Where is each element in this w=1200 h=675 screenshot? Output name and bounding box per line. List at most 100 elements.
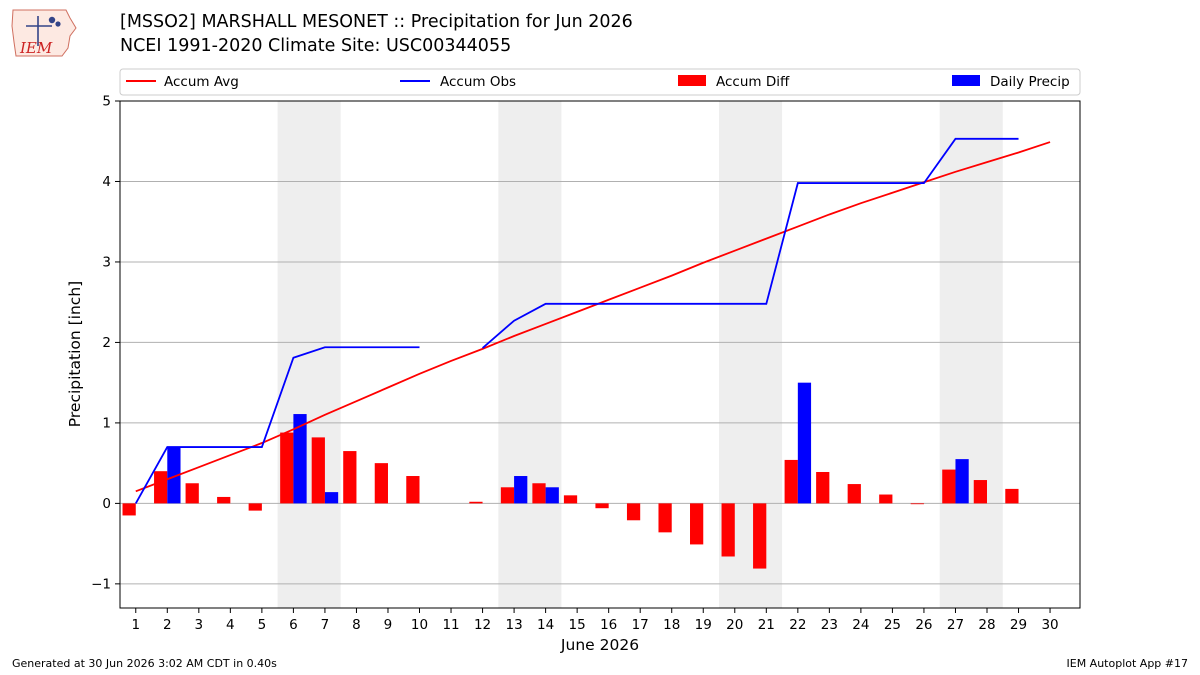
- x-tick-label: 2: [163, 617, 172, 633]
- bar-accum-diff: [658, 503, 672, 533]
- x-tick-label: 11: [442, 617, 459, 633]
- bar-accum-diff: [1005, 488, 1019, 504]
- x-tick-label: 17: [632, 617, 649, 633]
- x-tick-label: 26: [915, 617, 932, 633]
- x-tick-label: 18: [663, 617, 680, 633]
- bar-accum-diff: [469, 501, 483, 504]
- bar-accum-diff: [563, 495, 578, 504]
- x-tick-label: 24: [852, 617, 869, 633]
- bars: [122, 382, 1019, 569]
- bar-daily-precip: [324, 492, 339, 504]
- logo-text: IEM: [19, 39, 53, 57]
- bar-accum-diff: [626, 503, 641, 521]
- anemometer-cup: [48, 16, 56, 24]
- bar-accum-diff: [343, 451, 357, 504]
- x-tick-label: 28: [978, 617, 995, 633]
- y-tick-label: 3: [102, 254, 111, 270]
- bar-accum-diff: [311, 437, 325, 504]
- weekend-shading: [277, 101, 1003, 608]
- x-tick-label: 1: [131, 617, 140, 633]
- x-tick-label: 13: [505, 617, 522, 633]
- x-tick-label: 10: [411, 617, 428, 633]
- bar-accum-diff: [406, 476, 420, 504]
- x-tick-label: 4: [226, 617, 235, 633]
- bar-accum-diff: [595, 503, 609, 509]
- legend-swatch-accum-diff: [678, 75, 706, 86]
- y-tick-label: 5: [102, 94, 111, 110]
- chart-subtitle: NCEI 1991-2020 Climate Site: USC00344055: [120, 36, 512, 56]
- series-lines: [134, 137, 1051, 504]
- x-axis: 1 2 3 4 5 6 7 8 9 10 11 12 13 14 15 16 17 18 19 20 21 22 23 24 2…: [131, 608, 1059, 633]
- bar-accum-diff: [753, 503, 767, 569]
- iowa-state-outline-icon: [11, 9, 77, 57]
- bar-accum-diff: [690, 503, 704, 545]
- bar-accum-diff: [374, 463, 388, 504]
- bar-accum-diff: [185, 483, 199, 504]
- x-axis-label: June 2026: [560, 636, 639, 654]
- x-tick-label: 27: [947, 617, 964, 633]
- x-tick-label: 7: [321, 617, 330, 633]
- legend-label-accum-avg: Accum Avg: [164, 74, 239, 90]
- bar-accum-diff: [910, 503, 924, 505]
- bar-accum-diff: [847, 484, 861, 504]
- legend-label-daily-precip: Daily Precip: [990, 74, 1070, 90]
- chart-title: [MSSO2] MARSHALL MESONET :: Precipitatio…: [120, 12, 633, 32]
- x-tick-label: 14: [537, 617, 554, 633]
- bar-accum-diff: [280, 432, 294, 504]
- x-tick-label: 15: [569, 617, 586, 633]
- line-accum-avg: [135, 141, 1051, 493]
- legend-swatch-daily-precip: [952, 75, 980, 86]
- legend-label-accum-diff: Accum Diff: [716, 74, 790, 90]
- x-tick-label: 6: [289, 617, 298, 633]
- x-tick-label: 22: [789, 617, 806, 633]
- legend-box: [119, 68, 1081, 96]
- bar-accum-diff: [973, 480, 987, 504]
- anemometer-cup-2: [55, 21, 61, 27]
- x-tick-label: 9: [384, 617, 393, 633]
- line-accum-obs: [134, 346, 420, 504]
- bar-accum-diff: [248, 503, 262, 511]
- y-tick-label: −1: [91, 576, 111, 592]
- x-tick-label: 23: [821, 617, 838, 633]
- y-tick-label: 4: [102, 174, 111, 190]
- weekend-band: [939, 101, 1003, 608]
- bar-accum-diff: [500, 487, 515, 504]
- bar-accum-diff: [816, 471, 830, 504]
- bar-daily-precip: [293, 414, 307, 504]
- bar-accum-diff: [122, 503, 136, 516]
- bar-daily-precip: [514, 476, 528, 504]
- x-tick-label: 12: [474, 617, 491, 633]
- bar-daily-precip: [797, 382, 812, 504]
- x-tick-label: 30: [1041, 617, 1058, 633]
- y-tick-label: 0: [102, 496, 111, 512]
- bar-accum-diff: [721, 503, 735, 557]
- bar-accum-diff: [154, 471, 168, 504]
- bar-accum-diff: [784, 459, 798, 504]
- bar-accum-diff: [879, 494, 893, 504]
- x-tick-label: 21: [758, 617, 775, 633]
- iem-logo: IEM: [11, 9, 77, 57]
- line-accum-obs: [481, 137, 1019, 349]
- bar-accum-diff: [942, 469, 956, 504]
- bar-daily-precip: [955, 459, 969, 504]
- x-tick-label: 3: [195, 617, 204, 633]
- generated-timestamp: Generated at 30 Jun 2026 3:02 AM CDT in …: [12, 657, 277, 670]
- y-axis: −1 0 1 2 3 4 5: [91, 94, 120, 592]
- y-axis-label: Precipitation [inch]: [66, 281, 84, 427]
- bar-accum-diff: [532, 483, 546, 504]
- x-tick-label: 29: [1010, 617, 1027, 633]
- weekend-band: [498, 101, 562, 608]
- bar-daily-precip: [545, 487, 559, 504]
- y-tick-label: 1: [102, 415, 111, 431]
- plot-frame: [119, 100, 1081, 609]
- grid-lines: [120, 100, 1080, 585]
- bar-accum-diff: [217, 496, 231, 504]
- x-tick-label: 25: [884, 617, 901, 633]
- x-tick-label: 5: [258, 617, 267, 633]
- app-credit: IEM Autoplot App #17: [1066, 657, 1189, 670]
- x-tick-label: 8: [352, 617, 361, 633]
- x-tick-label: 20: [726, 617, 743, 633]
- x-tick-label: 16: [600, 617, 617, 633]
- legend-label-accum-obs: Accum Obs: [440, 74, 516, 90]
